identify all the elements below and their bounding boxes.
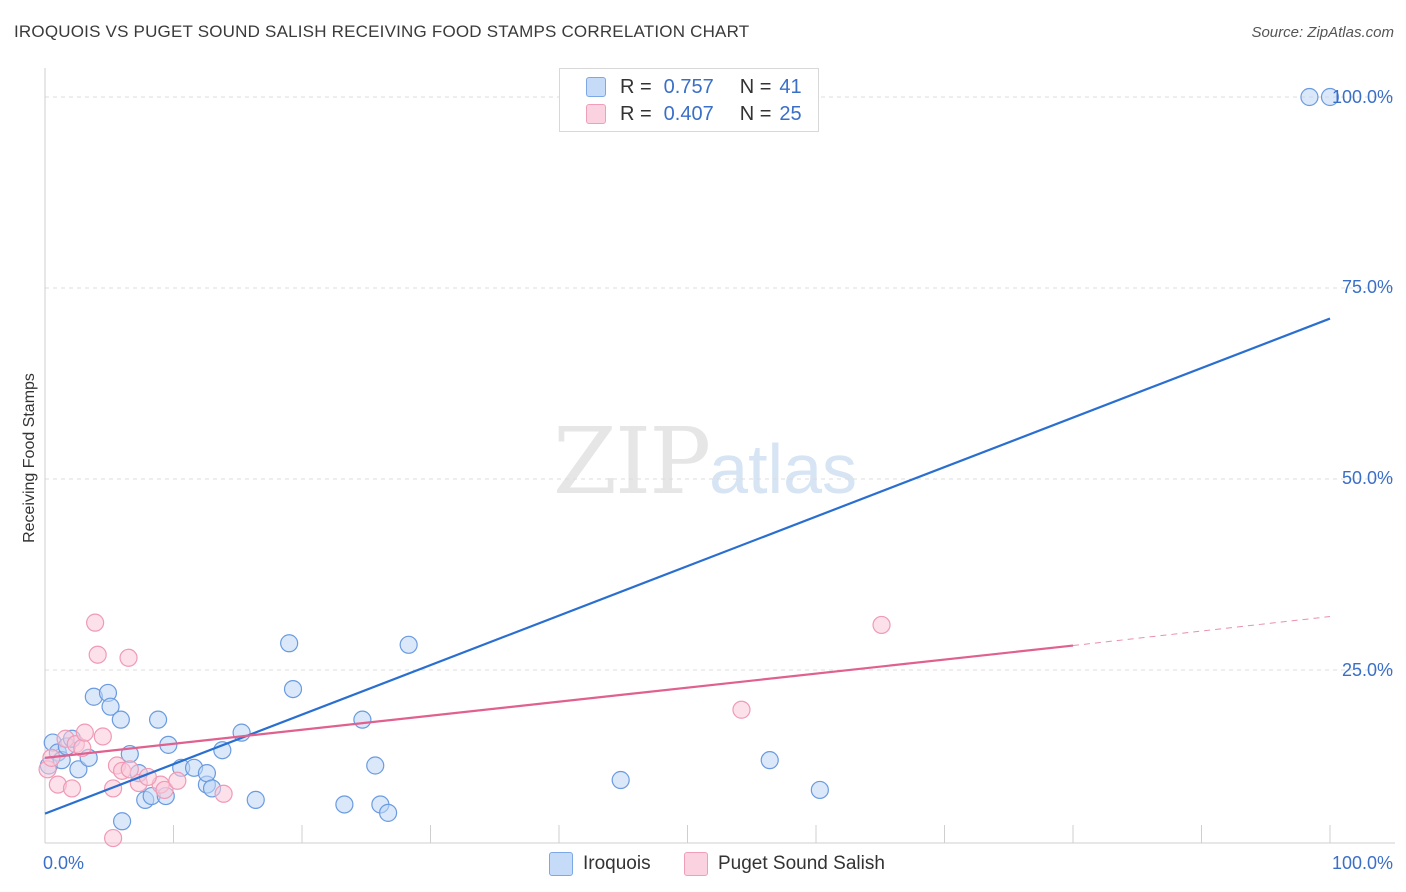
y-tick-label-100: 100.0%: [1331, 87, 1393, 107]
data-point-puget: [119, 648, 138, 667]
data-point-iroquois: [399, 635, 418, 654]
x-tick-label-max: 100.0%: [1331, 853, 1393, 873]
chart-title: IROQUOIS VS PUGET SOUND SALISH RECEIVING…: [14, 22, 750, 41]
data-point-iroquois: [69, 760, 88, 779]
legend-r-value: 0.757: [663, 75, 714, 98]
y-tick-label-50: 50.0%: [1341, 468, 1393, 488]
trend-line-puget: [44, 644, 1074, 759]
bottom-legend-swatch-puget: [684, 852, 708, 876]
trend-line-extension-puget: [1072, 616, 1331, 647]
data-point-iroquois: [335, 795, 354, 814]
data-point-iroquois: [378, 803, 398, 822]
legend-row-puget: R = 0.407 N = 25: [586, 101, 802, 127]
data-point-puget: [104, 828, 123, 848]
data-point-iroquois: [111, 710, 130, 729]
source-label: Source: ZipAtlas.com: [1251, 24, 1394, 41]
data-point-puget: [62, 779, 82, 798]
legend-r-label: R =: [620, 75, 652, 98]
data-point-iroquois: [197, 764, 217, 783]
data-point-puget: [93, 727, 112, 746]
data-point-iroquois: [1320, 87, 1340, 107]
data-point-puget: [732, 700, 751, 719]
data-point-iroquois: [810, 780, 829, 800]
data-point-iroquois: [280, 634, 299, 653]
legend-row-iroquois: R = 0.757 N = 41: [586, 74, 802, 100]
legend-r-label: R =: [620, 102, 652, 125]
y-tick-label-25: 25.0%: [1341, 660, 1393, 680]
bottom-legend-iroquois: Iroquois: [549, 852, 651, 876]
watermark: ZIPatlas: [553, 408, 857, 515]
data-point-iroquois: [366, 756, 385, 775]
data-point-iroquois: [101, 697, 120, 716]
data-point-puget: [75, 723, 94, 742]
data-point-iroquois: [148, 710, 168, 729]
legend-swatch-iroquois: [586, 77, 606, 97]
data-point-puget: [214, 784, 233, 803]
data-point-puget: [872, 615, 891, 635]
legend-swatch-puget: [586, 104, 606, 124]
data-point-puget: [120, 760, 139, 779]
data-point-iroquois: [353, 710, 372, 729]
data-point-puget: [88, 645, 107, 664]
data-point-puget: [168, 771, 187, 790]
data-point-puget: [155, 780, 174, 800]
legend-r-value: 0.407: [663, 102, 714, 125]
data-point-iroquois: [611, 770, 630, 790]
watermark-zip: ZIP: [553, 408, 711, 515]
data-point-iroquois: [112, 812, 132, 831]
bottom-legend-label-iroquois: Iroquois: [583, 853, 651, 874]
bottom-legend-label-puget: Puget Sound Salish: [718, 853, 885, 874]
bottom-legend-swatch-iroquois: [549, 852, 573, 876]
data-point-iroquois: [1300, 87, 1319, 107]
bottom-legend-puget: Puget Sound Salish: [684, 852, 885, 876]
data-point-iroquois: [760, 751, 779, 770]
data-point-iroquois: [283, 679, 303, 699]
legend-n-value: 25: [779, 102, 802, 125]
y-tick-label-75: 75.0%: [1341, 277, 1393, 297]
legend-n-label: N =: [739, 102, 772, 125]
trend-line-iroquois: [44, 317, 1331, 815]
legend-n-value: 41: [779, 75, 802, 98]
data-point-iroquois: [246, 790, 265, 809]
watermark-atlas: atlas: [709, 430, 858, 508]
data-point-puget: [86, 613, 105, 632]
x-tick-label-min: 0.0%: [43, 853, 85, 873]
legend-n-label: N =: [739, 75, 772, 98]
correlation-legend: R = 0.757 N = 41 R = 0.407 N = 25: [559, 68, 819, 132]
